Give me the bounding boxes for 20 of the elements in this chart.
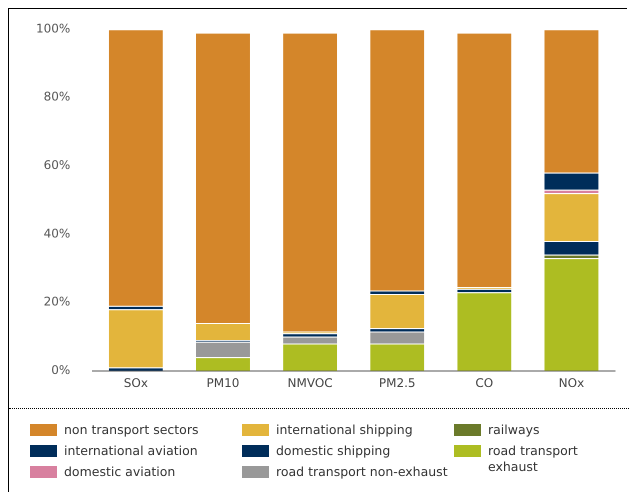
y-tick-label: 0% (51, 362, 70, 377)
legend-label: non transport sectors (64, 422, 198, 438)
y-tick-label: 60% (44, 158, 70, 172)
x-tick-label: SOx (124, 376, 148, 390)
legend-label: domestic aviation (64, 464, 176, 480)
x-tick-label: NMVOC (288, 376, 333, 390)
x-tick-label: PM10 (206, 376, 240, 390)
y-tick-label: 20% (44, 294, 70, 309)
x-tick-label: NOx (558, 376, 584, 390)
y-tick-label: 80% (44, 90, 70, 104)
y-tick-label: 40% (44, 226, 70, 240)
legend-label: road transport non-exhaust (276, 464, 448, 480)
legend-label: international shipping (276, 422, 413, 438)
x-tick-label: PM2.5 (378, 376, 416, 390)
x-tick-label: CO (475, 376, 494, 390)
y-tick-label: 100% (36, 21, 70, 36)
legend-label: road transport exhaust (488, 443, 579, 475)
legend-label: domestic shipping (276, 443, 390, 459)
legend-label: international aviation (64, 443, 198, 459)
legend-label: railways (488, 422, 540, 438)
